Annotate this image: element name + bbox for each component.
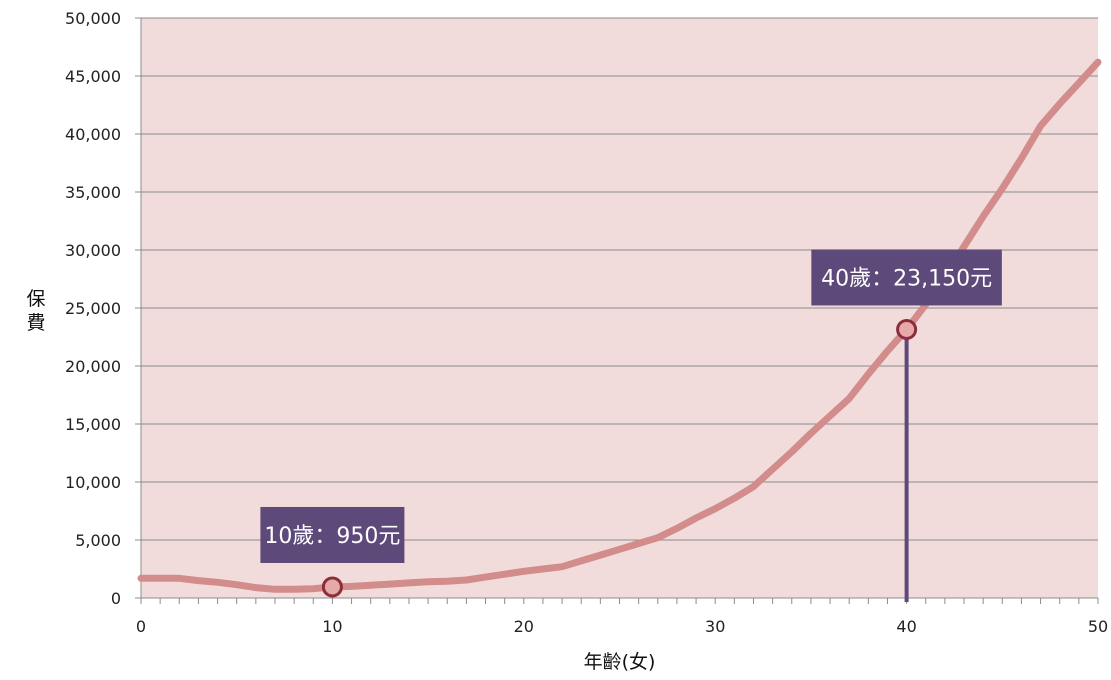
data-point-marker bbox=[321, 576, 343, 598]
y-tick-label: 25,000 bbox=[65, 299, 121, 318]
x-tick-label: 0 bbox=[136, 617, 146, 636]
x-tick-label: 20 bbox=[514, 617, 534, 636]
callout-label: 10歲：950元 bbox=[264, 524, 400, 549]
x-tick-label: 10 bbox=[322, 617, 342, 636]
y-tick-label: 40,000 bbox=[65, 125, 121, 144]
y-tick-label: 5,000 bbox=[75, 531, 121, 550]
highlight-group: 10歲：950元 40歲：23,150元 bbox=[260, 249, 1002, 602]
x-tick-label: 40 bbox=[896, 617, 916, 636]
data-point-marker bbox=[896, 318, 918, 340]
y-tick-label: 15,000 bbox=[65, 415, 121, 434]
y-tick-label: 0 bbox=[111, 589, 121, 608]
x-tick-labels: 0 10 20 30 40 50 bbox=[136, 617, 1108, 636]
callout-label: 40歲：23,150元 bbox=[821, 266, 992, 291]
y-tick-label: 50,000 bbox=[65, 9, 121, 28]
y-tick-label: 35,000 bbox=[65, 183, 121, 202]
callout-box bbox=[811, 249, 1002, 306]
x-axis-title: 年齡(女) bbox=[584, 651, 656, 673]
y-tick-label: 20,000 bbox=[65, 357, 121, 376]
x-tick-label: 50 bbox=[1088, 617, 1108, 636]
y-tick-label: 30,000 bbox=[65, 241, 121, 260]
y-tick-label: 10,000 bbox=[65, 473, 121, 492]
y-tick-labels: 0 5,000 10,000 15,000 20,000 25,000 30,000 35,0… bbox=[65, 9, 121, 608]
y-axis-title: 保費 bbox=[26, 288, 45, 334]
callout-box bbox=[260, 506, 405, 563]
gridlines bbox=[141, 17, 1098, 541]
axes bbox=[135, 17, 1099, 604]
x-tick-label: 30 bbox=[705, 617, 725, 636]
y-tick-label: 45,000 bbox=[65, 67, 121, 86]
